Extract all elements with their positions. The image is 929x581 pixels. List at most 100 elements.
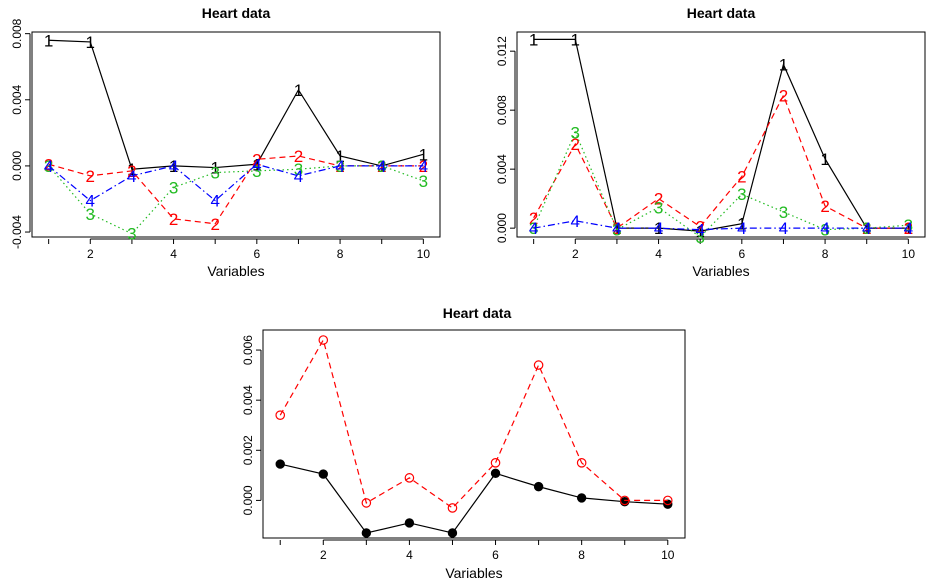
data-point-label: 1 — [294, 81, 303, 100]
x-tick-label: 10 — [661, 548, 675, 562]
data-point-label: 4 — [529, 219, 538, 238]
y-tick-label: 0.004 — [241, 385, 255, 415]
data-point — [490, 468, 501, 479]
data-point-label: 2 — [612, 219, 621, 238]
data-point-label: 3 — [252, 162, 261, 181]
y-tick-label: 0.002 — [241, 435, 255, 465]
data-point-label: 4 — [654, 219, 663, 238]
y-tick-label: 0.006 — [241, 335, 255, 365]
x-tick-label: 2 — [320, 548, 327, 562]
data-point — [318, 469, 328, 479]
data-point-label: 1 — [127, 160, 136, 179]
data-point-label: 4 — [86, 192, 95, 211]
data-point-label: 2 — [737, 168, 746, 187]
data-point-label: 2 — [904, 219, 913, 238]
x-tick-label: 10 — [417, 247, 431, 261]
x-tick-label: 2 — [572, 247, 579, 261]
data-point — [619, 495, 630, 506]
data-point — [490, 458, 501, 468]
data-point — [404, 518, 415, 528]
y-tick-label: 0.008 — [495, 95, 509, 125]
x-tick-label: 4 — [406, 548, 413, 562]
series-line — [533, 220, 909, 231]
data-point — [576, 493, 587, 503]
x-axis: 2 4 6 8 10 — [533, 238, 915, 261]
series-2 — [275, 335, 673, 513]
series-4: 4 4 4 4 4 4 4 4 4 4 — [529, 212, 913, 240]
data-point-label: 3 — [529, 219, 538, 238]
x-axis-label: Variables — [445, 565, 502, 581]
data-point — [318, 335, 329, 345]
data-point-label: 2 — [252, 150, 261, 169]
data-point-label: 3 — [419, 172, 428, 191]
data-point-label: 3 — [127, 225, 136, 244]
series-line — [533, 93, 909, 230]
data-point-label: 1 — [820, 150, 829, 169]
y-tick-label: -0.004 — [10, 215, 24, 249]
plot-frame — [262, 329, 686, 539]
x-axis: 2 4 6 8 10 — [279, 539, 675, 562]
data-point — [447, 503, 458, 513]
y-axis: 0.000 0.002 0.004 0.006 — [241, 335, 262, 515]
data-point-label: 1 — [571, 30, 580, 49]
data-point-label: 3 — [695, 228, 704, 247]
x-tick-label: 4 — [170, 247, 177, 261]
x-axis: 2 4 6 8 10 — [48, 238, 431, 261]
data-point-label: 2 — [529, 209, 538, 228]
data-point — [361, 498, 372, 508]
data-point-label: 2 — [779, 86, 788, 105]
data-point-label: 3 — [335, 157, 344, 176]
data-point — [275, 410, 286, 421]
data-point-label: 2 — [335, 157, 344, 176]
data-point-label: 3 — [86, 205, 95, 224]
data-point — [275, 459, 285, 469]
plot-frame — [516, 31, 926, 238]
series-1 — [275, 459, 673, 538]
y-tick-label: 0.000 — [10, 151, 24, 181]
y-tick-label: 0.008 — [10, 18, 24, 48]
data-point-label: 2 — [571, 135, 580, 154]
series-line — [533, 38, 909, 232]
data-point-label: 1 — [695, 222, 704, 241]
data-point-label: 3 — [904, 216, 913, 235]
data-point-label: 4 — [169, 157, 178, 176]
y-tick-label: 0.004 — [495, 154, 509, 184]
data-point-label: 3 — [820, 221, 829, 240]
data-point-label: 4 — [820, 219, 829, 238]
data-point-label: 3 — [210, 164, 219, 183]
data-point-label: 4 — [210, 192, 219, 211]
data-point-label: 1 — [210, 159, 219, 178]
data-point-label: 3 — [654, 199, 663, 218]
data-point — [662, 495, 673, 506]
chart-title: Heart data — [443, 305, 512, 321]
series-line — [48, 163, 424, 202]
data-point-label: 2 — [210, 215, 219, 234]
data-point — [404, 473, 415, 483]
data-point-label: 2 — [127, 162, 136, 181]
data-point-label: 3 — [779, 203, 788, 222]
data-point-label: 3 — [294, 160, 303, 179]
x-tick-label: 8 — [822, 247, 829, 261]
x-axis-label: Variables — [207, 263, 264, 279]
data-point-label: 1 — [612, 219, 621, 238]
data-point-label: 4 — [695, 221, 704, 240]
data-point-label: 1 — [86, 33, 95, 52]
data-point-label: 4 — [294, 167, 303, 186]
data-point-label: 4 — [127, 167, 136, 186]
x-axis-label: Variables — [692, 263, 749, 279]
data-point — [533, 360, 544, 370]
data-point-label: 1 — [419, 145, 428, 164]
data-point-label: 3 — [571, 123, 580, 142]
series-line — [533, 130, 909, 238]
data-point-label: 4 — [252, 155, 261, 174]
data-point-label: 2 — [294, 147, 303, 166]
y-tick-label: 0.004 — [10, 84, 24, 114]
data-point-label: 2 — [44, 155, 53, 174]
data-point-label: 1 — [252, 155, 261, 174]
y-tick-label: 0.012 — [495, 36, 509, 66]
x-tick-label: 6 — [738, 247, 745, 261]
data-point-label: 1 — [529, 30, 538, 49]
data-point — [361, 528, 372, 538]
